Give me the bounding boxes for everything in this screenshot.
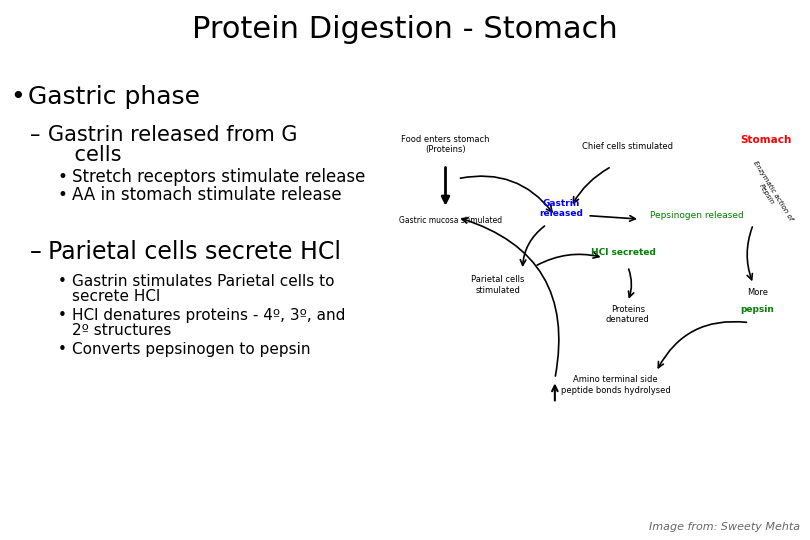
Text: Gastrin released from G: Gastrin released from G (48, 125, 297, 145)
Text: Food enters stomach
(Proteins): Food enters stomach (Proteins) (401, 135, 490, 154)
Text: •: • (58, 342, 67, 357)
Text: HCl denatures proteins - 4º, 3º, and: HCl denatures proteins - 4º, 3º, and (72, 308, 345, 323)
Text: Image from: Sweety Mehta: Image from: Sweety Mehta (649, 522, 800, 532)
Text: pepsin: pepsin (740, 305, 774, 314)
Text: •: • (58, 186, 68, 204)
Text: Pepsinogen released: Pepsinogen released (650, 211, 744, 220)
Text: Gastrin
released: Gastrin released (539, 199, 583, 218)
Text: Stretch receptors stimulate release: Stretch receptors stimulate release (72, 168, 365, 186)
Text: Parietal cells secrete HCl: Parietal cells secrete HCl (48, 240, 341, 264)
Text: secrete HCl: secrete HCl (72, 289, 160, 304)
Text: –: – (30, 125, 40, 145)
Text: Stomach: Stomach (740, 135, 792, 145)
Text: •: • (58, 274, 67, 289)
Text: 2º structures: 2º structures (72, 323, 172, 338)
Text: HCl secreted: HCl secreted (591, 248, 656, 257)
Text: •: • (10, 85, 25, 109)
Text: Gastric phase: Gastric phase (28, 85, 200, 109)
Text: More: More (747, 287, 768, 296)
Text: cells: cells (48, 145, 122, 165)
Text: Parietal cells
stimulated: Parietal cells stimulated (471, 275, 525, 295)
Text: Proteins
denatured: Proteins denatured (606, 305, 650, 325)
Text: Protein Digestion - Stomach: Protein Digestion - Stomach (192, 15, 618, 44)
Text: Amino terminal side
peptide bonds hydrolysed: Amino terminal side peptide bonds hydrol… (561, 375, 671, 395)
Text: –: – (30, 240, 42, 264)
Text: •: • (58, 168, 68, 186)
Text: Chief cells stimulated: Chief cells stimulated (582, 142, 673, 151)
Text: AA in stomach stimulate release: AA in stomach stimulate release (72, 186, 342, 204)
Text: Converts pepsinogen to pepsin: Converts pepsinogen to pepsin (72, 342, 310, 357)
Text: Gastric mucosa stimulated: Gastric mucosa stimulated (399, 217, 502, 225)
Text: Gastrin stimulates Parietal cells to: Gastrin stimulates Parietal cells to (72, 274, 335, 289)
Text: •: • (58, 308, 67, 323)
Text: Enzymatic action of
Pepsin: Enzymatic action of Pepsin (745, 160, 794, 226)
